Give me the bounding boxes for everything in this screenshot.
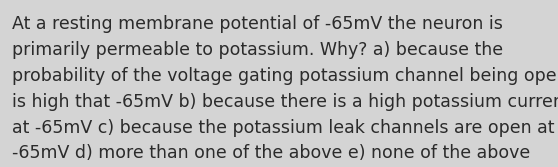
- Text: probability of the voltage gating potassium channel being open: probability of the voltage gating potass…: [12, 67, 558, 85]
- Text: At a resting membrane potential of -65mV the neuron is: At a resting membrane potential of -65mV…: [12, 15, 503, 33]
- Text: at -65mV c) because the potassium leak channels are open at: at -65mV c) because the potassium leak c…: [12, 119, 555, 137]
- Text: is high that -65mV b) because there is a high potassium current: is high that -65mV b) because there is a…: [12, 93, 558, 111]
- Text: -65mV d) more than one of the above e) none of the above: -65mV d) more than one of the above e) n…: [12, 144, 531, 162]
- Text: primarily permeable to potassium. Why? a) because the: primarily permeable to potassium. Why? a…: [12, 41, 503, 59]
